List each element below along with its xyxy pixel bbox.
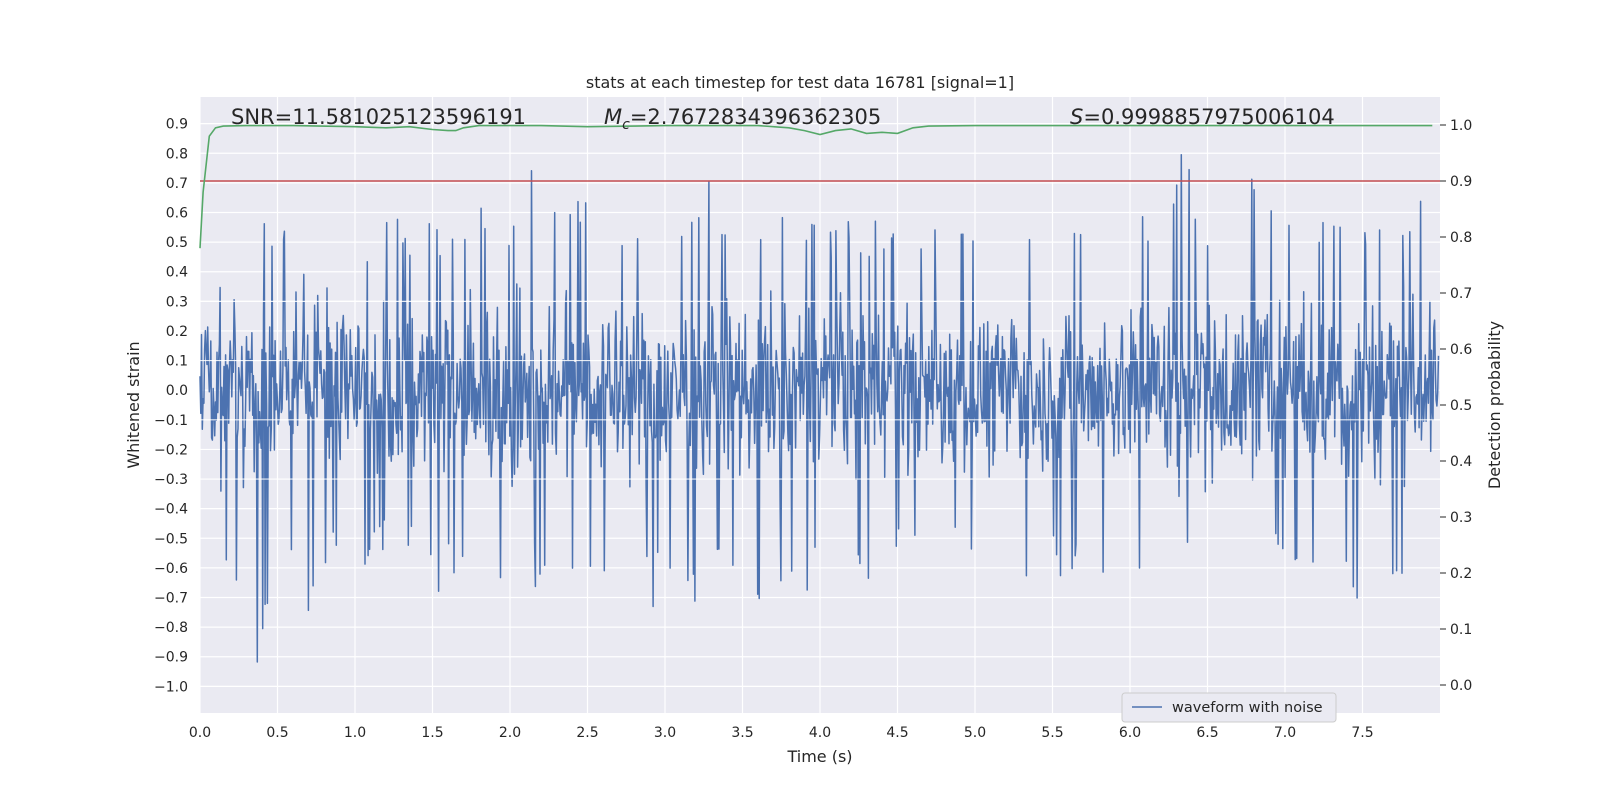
legend-label-waveform: waveform with noise (1172, 700, 1323, 716)
y-tick-label-14: −0.5 (154, 531, 188, 547)
legend: waveform with noise (1121, 692, 1337, 723)
detection-probability-line (199, 124, 1433, 249)
waveform-series (199, 153, 1440, 663)
chirp-mass-annotation: Mc=2.7672834396362305 (604, 105, 881, 133)
legend-box (1121, 692, 1337, 723)
y2-tick-label-6: 0.4 (1450, 454, 1472, 470)
y-tick-label-9: 0.0 (166, 383, 188, 399)
x-tick-label-14: 7.0 (1274, 725, 1296, 741)
y2-tick-label-5: 0.5 (1450, 398, 1472, 414)
y-axis-ticks: 0.9 0.8 0.7 0.6 0.5 0.4 0.3 0.2 0.1 0.0 −0.1 −0.2 −0… (154, 117, 188, 696)
y-tick-label-11: −0.2 (154, 442, 188, 458)
x-tick-label-4: 2.0 (499, 725, 521, 741)
x-tick-label-5: 2.5 (576, 725, 598, 741)
y2-tick-label-3: 0.7 (1450, 286, 1472, 302)
y-tick-label-0: 0.9 (166, 117, 188, 133)
y-tick-label-4: 0.5 (166, 235, 188, 251)
y-tick-label-17: −0.8 (154, 620, 188, 636)
y2-tick-label-0: 1.0 (1450, 118, 1472, 134)
y2-tick-label-10: 0.0 (1450, 678, 1472, 694)
y-tick-label-16: −0.7 (154, 591, 188, 607)
x-tick-label-8: 4.0 (809, 725, 831, 741)
y-tick-label-1: 0.8 (166, 146, 188, 162)
score-annotation: S=0.9998857975006104 (1070, 105, 1335, 129)
x-tick-label-10: 5.0 (964, 725, 986, 741)
x-tick-label-0: 0.0 (189, 725, 211, 741)
y2-axis-label: Detection probability (1485, 321, 1504, 489)
x-axis-ticks: 0.0 0.5 1.0 1.5 2.0 2.5 3.0 3.5 4.0 4.5 5.0 5.5 6.0 6… (189, 725, 1374, 741)
y-tick-label-12: −0.3 (154, 472, 188, 488)
snr-annotation: SNR=11.581025123596191 (231, 105, 526, 129)
y2-tick-label-1: 0.9 (1450, 174, 1472, 190)
y2-axis-ticks: 1.0 0.9 0.8 0.7 0.6 0.5 0.4 0.3 0.2 0.1 0.0 (1440, 118, 1472, 694)
y-tick-label-5: 0.4 (166, 265, 188, 281)
y-axis-label: Whitened strain (124, 341, 143, 468)
y2-tick-label-8: 0.2 (1450, 566, 1472, 582)
y2-tick-label-7: 0.3 (1450, 510, 1472, 526)
y2-tick-label-2: 0.8 (1450, 230, 1472, 246)
waveform-line (199, 153, 1440, 663)
y-tick-label-8: 0.1 (166, 354, 188, 370)
x-tick-label-6: 3.0 (654, 725, 676, 741)
y-tick-label-19: −1.0 (154, 679, 188, 695)
x-tick-label-11: 5.5 (1041, 725, 1063, 741)
x-tick-label-3: 1.5 (421, 725, 443, 741)
y-tick-label-18: −0.9 (154, 650, 188, 666)
y-tick-label-10: −0.1 (154, 413, 188, 429)
x-tick-label-1: 0.5 (266, 725, 288, 741)
y-tick-label-3: 0.6 (166, 206, 188, 222)
y-tick-label-15: −0.6 (154, 561, 188, 577)
probability-lines (199, 124, 1440, 249)
y-tick-label-7: 0.2 (166, 324, 188, 340)
y2-tick-label-9: 0.1 (1450, 622, 1472, 638)
x-axis-label: Time (s) (786, 747, 852, 766)
chart-title: stats at each timestep for test data 167… (586, 73, 1014, 92)
x-tick-label-9: 4.5 (886, 725, 908, 741)
x-tick-label-15: 7.5 (1351, 725, 1373, 741)
x-tick-label-12: 6.0 (1119, 725, 1141, 741)
y-tick-label-13: −0.4 (154, 502, 188, 518)
y2-tick-label-4: 0.6 (1450, 342, 1472, 358)
y-tick-label-2: 0.7 (166, 176, 188, 192)
x-tick-label-13: 6.5 (1196, 725, 1218, 741)
x-tick-label-7: 3.5 (731, 725, 753, 741)
x-tick-label-2: 1.0 (344, 725, 366, 741)
y-tick-label-6: 0.3 (166, 294, 188, 310)
